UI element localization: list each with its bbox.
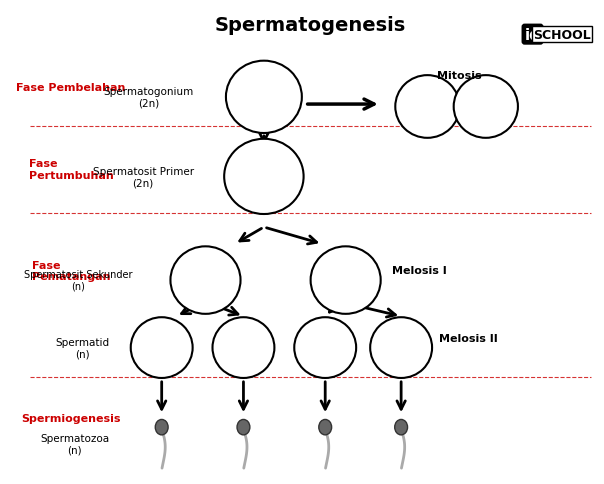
Text: Melosis II: Melosis II: [439, 333, 498, 343]
Text: Spermatogonium
(2n): Spermatogonium (2n): [103, 87, 194, 108]
Ellipse shape: [395, 76, 460, 138]
Text: Spermatozoa
(n): Spermatozoa (n): [40, 433, 109, 455]
Text: Spermiogenesis: Spermiogenesis: [21, 413, 121, 423]
Text: Mitosis: Mitosis: [437, 71, 482, 81]
Ellipse shape: [319, 420, 332, 435]
Ellipse shape: [310, 247, 381, 314]
Ellipse shape: [155, 420, 168, 435]
Ellipse shape: [294, 318, 356, 378]
Ellipse shape: [130, 318, 193, 378]
Text: Fase
Pertumbuhan: Fase Pertumbuhan: [29, 159, 114, 181]
Text: Melosis I: Melosis I: [393, 266, 447, 276]
Text: Fase
Pematangan: Fase Pematangan: [32, 260, 111, 282]
Text: Fase Pembelahan: Fase Pembelahan: [16, 83, 126, 93]
Text: Spermatosit Primer
(2n): Spermatosit Primer (2n): [92, 166, 194, 188]
Text: Spermatid
(n): Spermatid (n): [55, 337, 109, 359]
Ellipse shape: [454, 76, 518, 138]
Ellipse shape: [370, 318, 432, 378]
Text: id: id: [525, 28, 541, 43]
Ellipse shape: [237, 420, 250, 435]
Text: SCHOOL: SCHOOL: [533, 29, 591, 42]
Ellipse shape: [224, 139, 304, 214]
Ellipse shape: [213, 318, 274, 378]
Text: Spermatogenesis: Spermatogenesis: [215, 16, 406, 35]
Text: Spermatosit Sekunder
(n): Spermatosit Sekunder (n): [24, 270, 132, 291]
Ellipse shape: [394, 420, 408, 435]
Ellipse shape: [226, 61, 302, 134]
Ellipse shape: [170, 247, 240, 314]
